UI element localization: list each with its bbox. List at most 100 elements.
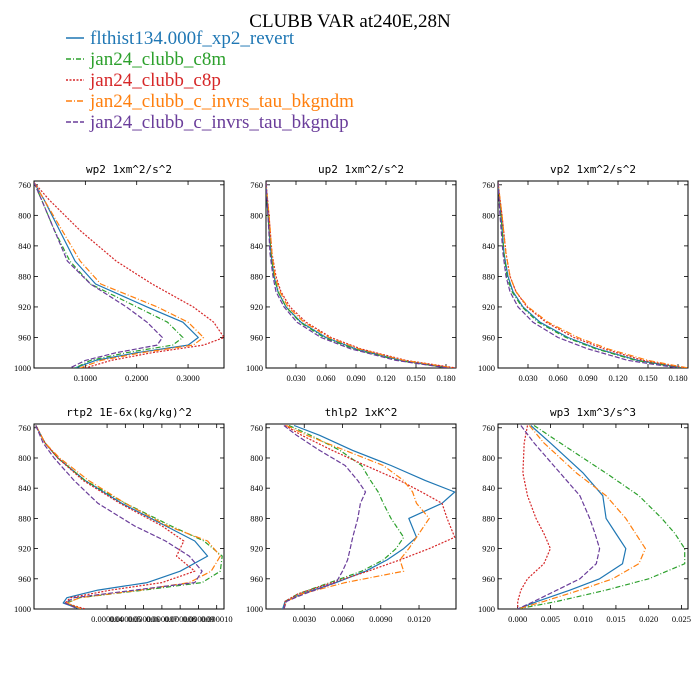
series-line — [35, 425, 209, 609]
y-tick-label: 840 — [482, 241, 495, 251]
series-line — [266, 182, 452, 368]
plot-frame — [497, 180, 689, 369]
y-tick-label: 880 — [482, 513, 495, 523]
y-tick-label: 760 — [250, 423, 263, 433]
y-tick-label: 840 — [250, 241, 263, 251]
series-line — [35, 425, 196, 609]
y-tick-label: 960 — [18, 332, 31, 342]
series-line — [266, 182, 449, 368]
x-tick-label: 0.005 — [541, 614, 560, 624]
x-tick-label: 0.090 — [578, 373, 597, 383]
panel-title: up2 1xm^2/s^2 — [318, 163, 404, 176]
series-line — [35, 425, 221, 609]
y-tick-label: 880 — [18, 271, 31, 281]
series-group — [34, 182, 224, 368]
series-group — [35, 425, 223, 609]
series-line — [266, 182, 456, 368]
x-tick-label: 0.000006 — [128, 614, 160, 624]
x-tick-label: 0.000005 — [109, 614, 141, 624]
panel: thlp2 1xK^2 760 800 840 880 920 960 1000 0.0030 0… — [246, 406, 457, 624]
series-line — [517, 425, 627, 609]
series-line — [34, 182, 199, 368]
series-line — [498, 182, 688, 368]
x-tick-label: 0.180 — [668, 373, 687, 383]
y-tick-label: 840 — [18, 241, 31, 251]
x-tick-label: 0.030 — [286, 373, 305, 383]
panel-title: thlp2 1xK^2 — [325, 406, 398, 419]
series-line — [517, 425, 647, 609]
legend-label: jan24_clubb_c_invrs_tau_bkgndp — [89, 112, 349, 133]
panel-title: vp2 1xm^2/s^2 — [550, 163, 636, 176]
y-tick-label: 760 — [482, 423, 495, 433]
x-tick-label: 0.2000 — [125, 373, 148, 383]
y-tick-label: 800 — [250, 453, 263, 463]
panel: rtp2 1E-6x(kg/kg)^2 760 800 840 880 920 960 100… — [14, 406, 233, 624]
y-tick-label: 880 — [18, 513, 31, 523]
y-tick-label: 880 — [250, 513, 263, 523]
y-tick-label: 1000 — [478, 363, 495, 373]
series-line — [498, 182, 687, 368]
series-group — [498, 182, 688, 368]
series-line — [266, 182, 450, 368]
x-tick-label: 0.0120 — [407, 614, 430, 624]
y-tick-label: 880 — [250, 271, 263, 281]
plot-frame — [265, 180, 457, 369]
y-tick-label: 920 — [250, 302, 263, 312]
legend-label: jan24_clubb_c8m — [89, 49, 226, 70]
x-tick-label: 0.030 — [518, 373, 537, 383]
series-line — [283, 424, 456, 609]
y-tick-label: 840 — [482, 483, 495, 493]
x-tick-label: 0.000007 — [146, 614, 178, 624]
series-line — [283, 424, 430, 609]
series-line — [34, 182, 224, 368]
series-line — [283, 424, 405, 609]
x-tick-label: 0.000008 — [164, 614, 196, 624]
legend-entry: jan24_clubb_c8p — [66, 70, 221, 91]
panel: vp2 1xm^2/s^2 760 800 840 880 920 960 1000 0.030… — [478, 163, 689, 383]
series-line — [498, 182, 684, 368]
y-tick-label: 1000 — [246, 363, 263, 373]
y-tick-label: 760 — [482, 180, 495, 190]
legend-label: flthist134.000f_xp2_revert — [90, 28, 295, 49]
plot-frame — [33, 423, 225, 610]
legend-entry: jan24_clubb_c8m — [66, 49, 226, 70]
series-line — [34, 182, 163, 368]
series-group — [517, 425, 686, 609]
y-tick-label: 880 — [482, 271, 495, 281]
y-tick-label: 800 — [250, 210, 263, 220]
y-tick-label: 960 — [250, 332, 263, 342]
y-tick-label: 840 — [18, 483, 31, 493]
series-line — [517, 425, 601, 609]
y-tick-label: 800 — [18, 453, 31, 463]
y-tick-label: 920 — [18, 544, 31, 554]
y-tick-label: 1000 — [14, 363, 31, 373]
panel-title: wp2 1xm^2/s^2 — [86, 163, 172, 176]
legend-entry: flthist134.000f_xp2_revert — [66, 28, 295, 49]
series-line — [517, 425, 686, 609]
x-tick-label: 0.020 — [639, 614, 658, 624]
y-tick-label: 920 — [482, 302, 495, 312]
x-tick-label: 0.180 — [436, 373, 455, 383]
series-line — [35, 425, 203, 609]
legend-entry: jan24_clubb_c_invrs_tau_bkgndp — [66, 112, 349, 133]
x-tick-label: 0.090 — [346, 373, 365, 383]
y-tick-label: 960 — [250, 574, 263, 584]
x-tick-label: 0.000010 — [201, 614, 233, 624]
y-tick-label: 800 — [482, 210, 495, 220]
x-tick-label: 0.0090 — [369, 614, 392, 624]
x-tick-label: 0.3000 — [176, 373, 199, 383]
plot-frame — [497, 423, 689, 610]
y-tick-label: 1000 — [246, 604, 263, 614]
series-line — [34, 182, 184, 368]
x-tick-label: 0.060 — [548, 373, 567, 383]
series-line — [283, 425, 367, 609]
series-group — [282, 424, 456, 609]
series-line — [517, 425, 552, 609]
series-line — [282, 424, 456, 609]
y-tick-label: 1000 — [478, 604, 495, 614]
plot-frame — [265, 423, 457, 610]
y-tick-label: 800 — [18, 210, 31, 220]
x-tick-label: 0.015 — [606, 614, 625, 624]
y-tick-label: 1000 — [14, 604, 31, 614]
